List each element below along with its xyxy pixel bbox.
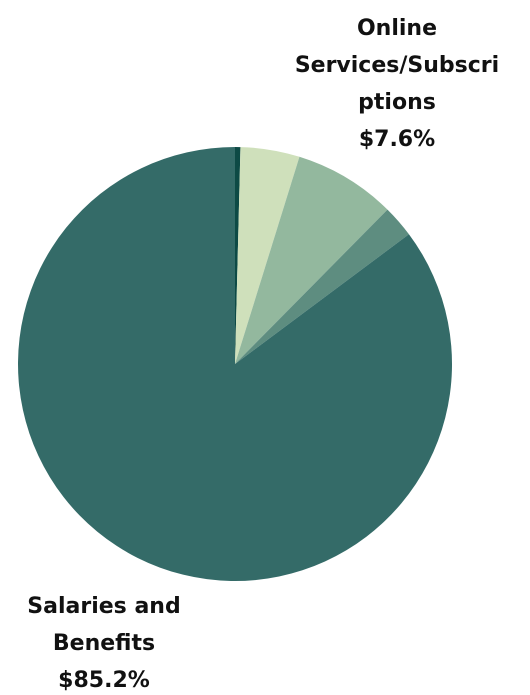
pie-slice-3: [235, 209, 409, 364]
label-online-services-line2: Services/Subscri: [295, 53, 499, 78]
label-online-services-line3: ptions: [358, 90, 436, 115]
pie-slice-2: [235, 156, 388, 364]
pie-slice-0: [235, 147, 241, 364]
label-salaries-line2: Benefits: [53, 631, 155, 656]
pie-slice-1: [235, 147, 300, 364]
label-online-services-line1: Online: [357, 16, 437, 41]
pie-slice-4: [18, 147, 453, 581]
label-salaries-value: $85.2%: [58, 668, 150, 693]
label-online-services-value: $7.6%: [359, 127, 435, 152]
pie-slices: [18, 147, 453, 581]
label-salaries-line1: Salaries and: [27, 594, 180, 619]
